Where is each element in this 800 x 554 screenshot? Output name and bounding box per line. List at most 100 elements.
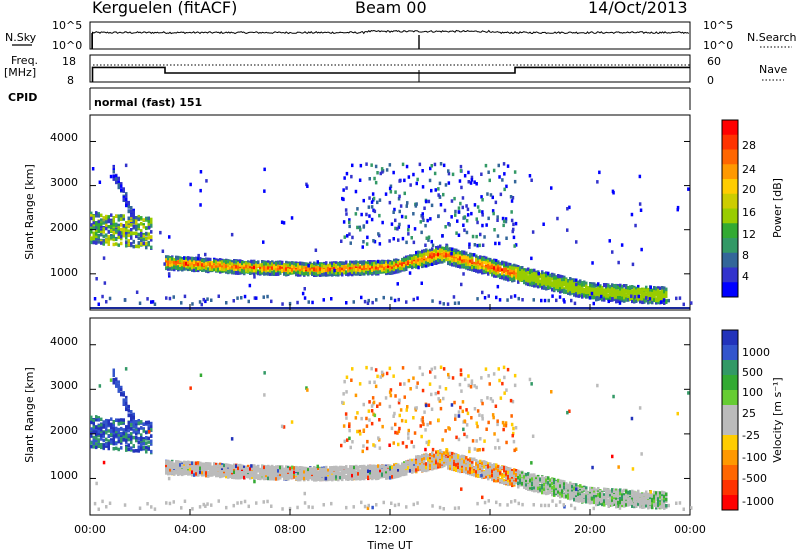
echo-cell: [341, 261, 344, 265]
echo-cell: [289, 268, 292, 273]
echo-cell: [603, 298, 606, 302]
echo-cell: [285, 270, 288, 274]
echo-cell: [147, 223, 150, 227]
echo-cell: [319, 263, 322, 267]
echo-cell: [557, 281, 560, 285]
echo-cell: [211, 265, 214, 269]
echo-cell: [435, 261, 438, 265]
echo-cell: [405, 300, 408, 304]
echo-cell: [146, 297, 149, 301]
echo-cell: [179, 264, 182, 268]
echo-cell: [412, 172, 415, 177]
beam-title: Beam 00: [355, 0, 427, 17]
echo-cell: [511, 277, 514, 282]
echo-cell: [359, 260, 362, 264]
echo-cell: [117, 218, 120, 222]
echo-cell: [492, 211, 495, 216]
echo-cell: [92, 240, 95, 245]
echo-cell: [403, 258, 406, 262]
echo-cell: [355, 260, 358, 264]
echo-cell: [341, 266, 344, 271]
echo-cell: [381, 267, 384, 272]
echo-cell: [433, 253, 436, 258]
echo-cell: [625, 284, 628, 289]
echo-cell: [430, 203, 434, 208]
echo-cell: [539, 283, 542, 287]
echo-cell: [553, 287, 556, 291]
echo-cell: [273, 270, 276, 274]
echo-cell: [229, 259, 232, 264]
echo-cell: [473, 243, 477, 247]
echo-cell: [205, 258, 208, 262]
echo-cell: [112, 242, 115, 247]
echo-cell: [227, 269, 230, 274]
echo-cell: [498, 241, 501, 246]
echo-cell: [531, 281, 534, 286]
echo-cell: [233, 263, 236, 268]
echo-cell: [361, 245, 364, 249]
echo-cell: [389, 264, 392, 269]
echo-cell: [424, 223, 427, 228]
echo-cell: [473, 203, 477, 207]
echo-cell: [616, 299, 620, 303]
echo-cell: [299, 271, 302, 275]
echo-cell: [239, 265, 242, 269]
echo-cell: [657, 286, 660, 290]
echo-cell: [199, 265, 202, 270]
echo-cell: [481, 223, 484, 228]
echo-cell: [663, 301, 666, 305]
echo-cell: [577, 294, 580, 298]
echo-cell: [583, 282, 586, 286]
echo-cell: [421, 212, 424, 216]
echo-cell: [530, 178, 533, 182]
echo-cell: [261, 260, 264, 264]
echo-cell: [553, 284, 556, 288]
power-colorbar: 28 24 20 16 12 8 4 Power [dB]: [721, 119, 784, 298]
echo-cell: [181, 264, 184, 268]
echo-cell: [543, 273, 546, 278]
echo-cell: [393, 263, 396, 268]
echo-cell: [295, 263, 298, 267]
echo-cell: [555, 276, 558, 281]
echo-cell: [130, 206, 133, 210]
echo-cell: [262, 295, 265, 299]
echo-cell: [509, 262, 512, 267]
echo-cell: [123, 298, 127, 302]
echo-cell: [397, 225, 401, 229]
echo-cell: [429, 256, 432, 261]
echo-cell: [230, 232, 234, 237]
echo-cell: [615, 299, 618, 304]
echo-cell: [103, 281, 107, 285]
echo-cell: [547, 285, 550, 289]
echo-cell: [581, 281, 584, 285]
echo-cell: [349, 269, 352, 274]
echo-cell: [551, 277, 554, 281]
echo-cell: [219, 263, 222, 268]
echo-cell: [533, 278, 536, 282]
echo-cell: [405, 204, 408, 208]
freq-left-tick-top: 18: [62, 55, 76, 68]
echo-cell: [461, 257, 464, 262]
echo-cell: [485, 223, 488, 227]
echo-cell: [217, 269, 220, 273]
echo-cell: [309, 270, 312, 274]
echo-cell: [213, 267, 216, 272]
echo-cell: [263, 265, 266, 269]
echo-cell: [416, 296, 419, 300]
echo-cell: [502, 219, 506, 223]
echo-cell: [193, 263, 196, 267]
echo-cell: [387, 265, 390, 270]
echo-cell: [459, 260, 462, 265]
echo-cell: [513, 170, 517, 174]
echo-cell: [455, 248, 458, 253]
echo-cell: [393, 270, 396, 275]
echo-cell: [137, 236, 140, 240]
echo-cell: [478, 243, 481, 248]
echo-cell: [351, 263, 354, 267]
echo-cell: [470, 211, 473, 216]
colorbar-swatch: [722, 179, 738, 195]
echo-cell: [455, 258, 458, 263]
echo-cell: [475, 234, 478, 239]
echo-cell: [623, 292, 626, 296]
echo-cell: [478, 209, 481, 213]
